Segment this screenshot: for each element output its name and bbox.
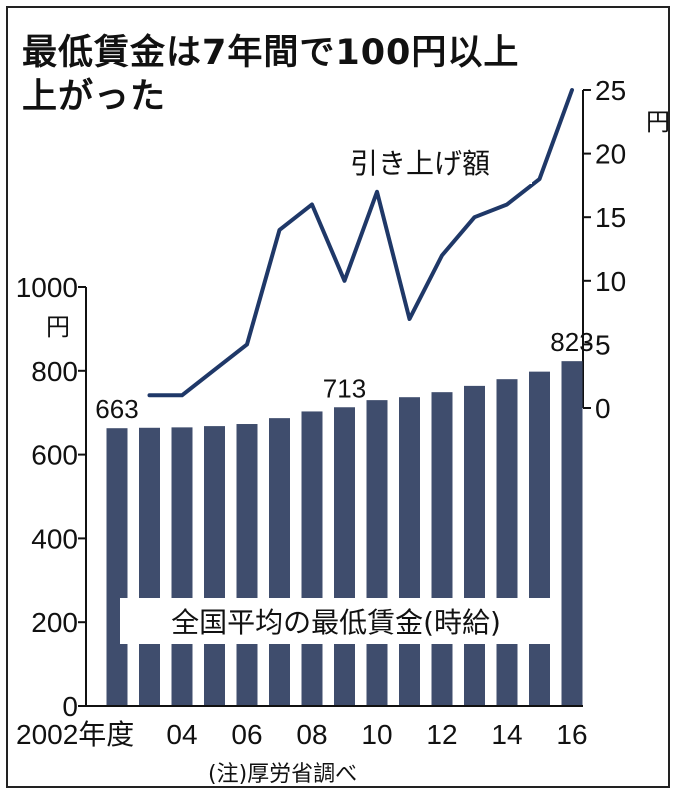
bar [334,407,355,706]
right-axis: 0 5 10 15 20 25 [582,75,626,424]
source-note: (注)厚労省調べ [208,762,358,787]
x-tick-label: 06 [231,719,262,750]
x-tick-label: 12 [426,719,457,750]
bar [561,361,583,706]
bar [529,371,550,706]
bar [139,427,160,706]
left-axis: 0 200 400 600 800 1000 [16,272,87,722]
bar-data-label: 713 [323,373,366,403]
x-tick-label: 16 [556,719,587,750]
bar-series [106,361,583,706]
bar [366,400,388,706]
bar-series-label: 全国平均の最低賃金(時給) [171,606,501,639]
left-tick-label: 600 [31,440,78,471]
bar [269,418,290,706]
right-tick-label: 20 [595,139,626,170]
bar [399,397,420,706]
line-series-label: 引き上げ額 [350,147,490,180]
chart-title-line-2: 上がった [22,77,167,117]
right-tick-label: 0 [595,393,611,424]
chart-frame [6,6,670,788]
x-axis: 2002年度 04 06 08 10 12 14 16 [16,705,588,750]
x-tick-label: 2002年度 [16,719,134,750]
x-tick-label: 10 [361,719,392,750]
bar [106,428,128,706]
bar [171,427,193,706]
left-tick-label: 200 [31,607,78,638]
left-axis-unit: 円 [46,313,70,341]
chart-title-line-1: 最低賃金は7年間で100円以上 [22,33,520,73]
line-series-label-bg [346,140,532,184]
line-series [147,88,574,398]
left-tick-label: 800 [31,356,78,387]
x-tick-label: 08 [296,719,327,750]
line-path [147,88,574,398]
bar [496,379,518,706]
x-tick-label: 04 [166,719,197,750]
bar [236,424,258,706]
right-tick-label: 10 [595,266,626,297]
bar [204,426,225,706]
bar [431,392,453,706]
x-tick-label: 14 [491,719,522,750]
bar [464,385,485,706]
left-tick-label: 400 [31,523,78,554]
right-tick-label: 25 [595,75,626,106]
bar-data-label: 823 [550,327,593,357]
right-tick-label: 15 [595,202,626,233]
bar-series-label-bg [120,598,552,644]
left-tick-label: 0 [62,691,78,722]
left-tick-label: 1000 [16,272,78,303]
right-axis-unit: 円 [646,108,670,136]
data-labels: 663 713 823 [95,327,593,424]
bar [301,411,323,706]
right-tick-label: 5 [595,329,611,360]
bar-data-label: 663 [95,394,138,424]
